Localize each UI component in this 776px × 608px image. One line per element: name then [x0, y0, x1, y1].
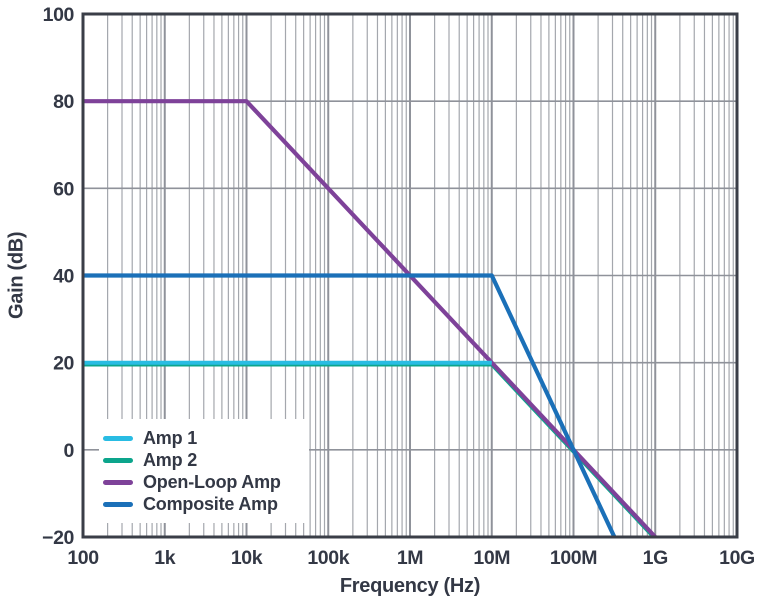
- amp1-line-swatch: [103, 435, 133, 441]
- legend-item-amp1: Amp 1: [99, 427, 309, 449]
- x-tick-label: 10M: [473, 547, 510, 569]
- x-tick-label: 1G: [643, 547, 668, 569]
- legend-label-open-loop-amp: Open-Loop Amp: [143, 471, 281, 492]
- legend-label-composite-amp: Composite Amp: [143, 493, 278, 514]
- x-tick-label: 10k: [231, 547, 263, 569]
- x-tick-label: 100M: [550, 547, 597, 569]
- series-line-open-loop-amp: [83, 99, 657, 537]
- y-tick-label: 100: [43, 4, 75, 26]
- legend-label-amp2: Amp 2: [143, 449, 198, 470]
- x-tick-label: 100k: [307, 547, 349, 569]
- amp2-line-swatch: [103, 457, 133, 463]
- open-loop-amp-line-swatch: [103, 479, 133, 485]
- series-lines: [83, 99, 657, 537]
- y-tick-label: −20: [42, 527, 74, 549]
- composite-amp-line-swatch: [103, 501, 133, 507]
- legend-item-amp2: Amp 2: [99, 449, 309, 471]
- legend-label-amp1: Amp 1: [143, 427, 198, 448]
- x-tick-label: 10G: [719, 547, 755, 569]
- x-tick-label: 1M: [397, 547, 423, 569]
- y-tick-label: 40: [53, 266, 74, 288]
- y-tick-label: 60: [53, 178, 74, 200]
- legend-item-open-loop-amp: Open-Loop Amp: [99, 471, 309, 493]
- legend-item-composite-amp: Composite Amp: [99, 493, 309, 515]
- x-tick-label: 1k: [154, 547, 175, 569]
- legend: Amp 1 Amp 2 Open-Loop Amp Composite Amp: [99, 419, 309, 523]
- plot-frame: [81, 12, 739, 539]
- y-tick-label: 80: [53, 91, 74, 113]
- x-tick-label: 100: [67, 547, 99, 569]
- y-axis-title: Gain (dB): [5, 231, 28, 320]
- series-line-composite-amp: [83, 273, 617, 537]
- x-axis-title: Frequency (Hz): [339, 575, 481, 597]
- y-tick-label: 0: [64, 440, 75, 462]
- y-tick-label: 20: [53, 353, 74, 375]
